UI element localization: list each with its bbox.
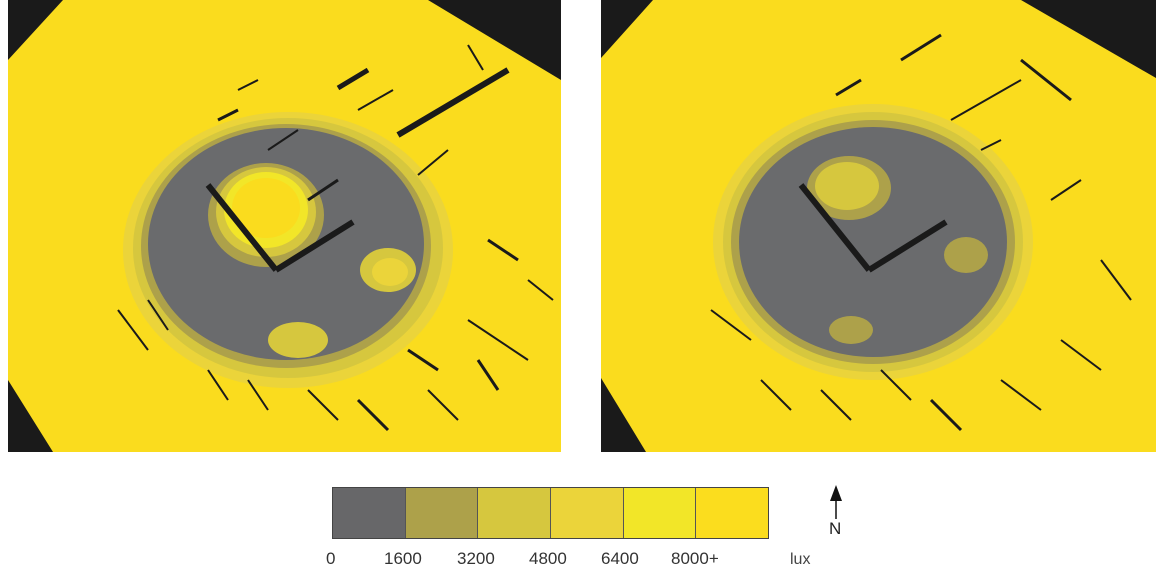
legend-unit-label: lux bbox=[790, 551, 811, 568]
legend-tick-0: 0 bbox=[326, 549, 336, 568]
legend-swatch-0 bbox=[333, 488, 406, 538]
illuminance-map-left bbox=[8, 0, 561, 452]
legend-tick-5: 8000+ bbox=[671, 549, 719, 568]
color-legend bbox=[332, 487, 769, 539]
legend-swatch-1 bbox=[405, 488, 479, 538]
legend-tick-3: 4800 bbox=[529, 549, 567, 568]
legend-tick-4: 6400 bbox=[601, 549, 639, 568]
north-arrow-icon bbox=[830, 485, 842, 519]
legend-tick-2: 3200 bbox=[457, 549, 495, 568]
daylight-map-right bbox=[601, 0, 1156, 452]
daylight-map-left bbox=[8, 0, 561, 452]
illuminance-map-right bbox=[601, 0, 1156, 452]
north-label: N bbox=[829, 519, 842, 538]
legend-swatch-3 bbox=[551, 488, 624, 538]
legend-swatch-4 bbox=[623, 488, 697, 538]
legend-swatch-5 bbox=[696, 488, 769, 538]
legend-tick-1: 1600 bbox=[384, 549, 422, 568]
legend-swatch-2 bbox=[478, 488, 552, 538]
